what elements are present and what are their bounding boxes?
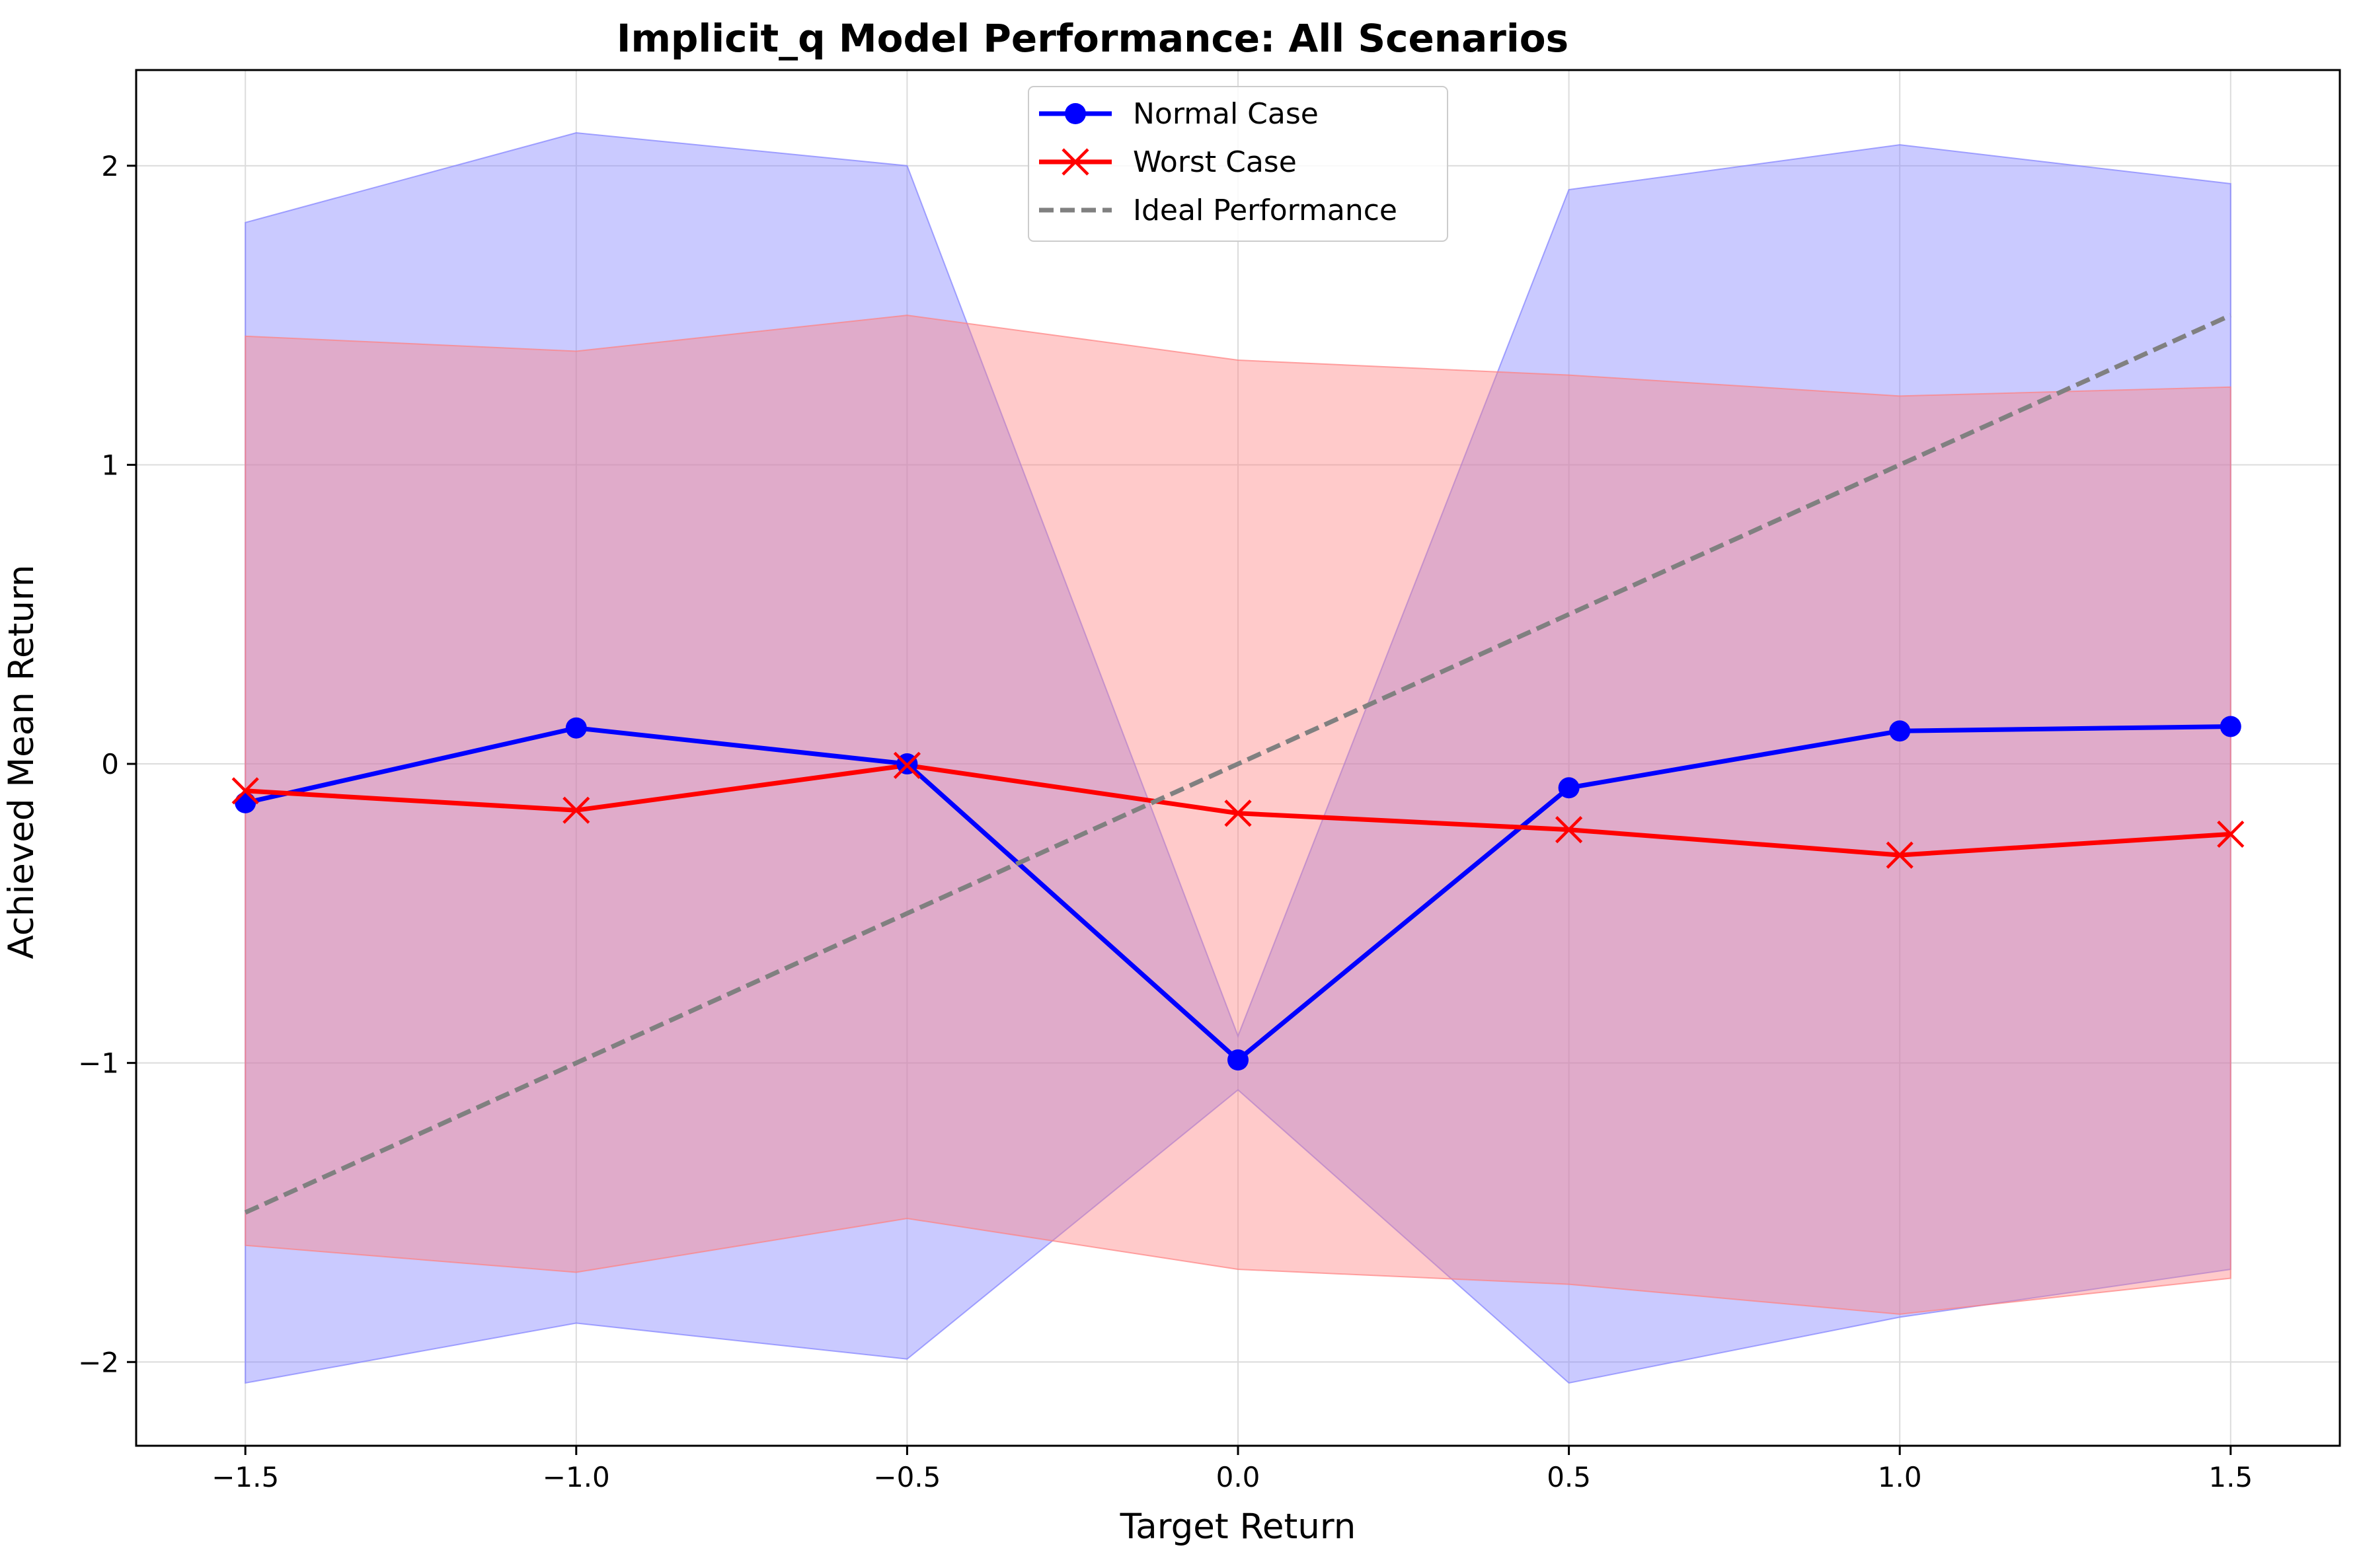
- legend-label: Worst Case: [1133, 145, 1297, 179]
- legend-entry-normal-case: Normal Case: [1039, 97, 1319, 131]
- x-tick-label: −1.5: [212, 1461, 279, 1493]
- x-axis-label: Target Return: [1120, 1507, 1356, 1547]
- x-tick-label: 0.5: [1547, 1461, 1591, 1493]
- chart-title: Implicit_q Model Performance: All Scenar…: [617, 16, 1568, 61]
- y-tick-label: 1: [101, 449, 119, 481]
- legend-entry-ideal-performance: Ideal Performance: [1039, 194, 1397, 227]
- data-point-worst-case: [562, 796, 590, 824]
- legend-label: Normal Case: [1133, 97, 1319, 131]
- y-tick-label: 0: [101, 748, 119, 780]
- y-tick-label: 2: [101, 150, 119, 182]
- data-point-normal-case: [1227, 1049, 1249, 1071]
- data-point-worst-case: [1886, 841, 1914, 869]
- legend: Normal Case Worst Case Ideal Performance: [1028, 86, 1448, 242]
- legend-label: Ideal Performance: [1133, 194, 1397, 227]
- data-point-normal-case: [1558, 777, 1580, 799]
- data-point-worst-case: [1224, 800, 1252, 827]
- data-point-normal-case: [565, 717, 587, 739]
- y-tick-label: −2: [78, 1346, 119, 1378]
- legend-box: [1028, 86, 1448, 242]
- data-point-worst-case: [231, 777, 259, 805]
- x-tick-label: −1.0: [543, 1461, 610, 1493]
- axes: −1.5 −1.0 −0.5 0.0 0.5 1.0 1.5 −2 −1 0 1 2: [78, 69, 2341, 1493]
- y-tick-label: −1: [78, 1047, 119, 1080]
- x-tick-label: 1.0: [1878, 1461, 1922, 1493]
- data-point-worst-case: [1555, 816, 1583, 844]
- data-point-worst-case: [2217, 820, 2245, 848]
- series-markers: [231, 716, 2245, 1071]
- y-axis-label: Achieved Mean Return: [1, 565, 42, 959]
- legend-entry-worst-case: Worst Case: [1039, 145, 1297, 179]
- legend-marker: [1065, 103, 1086, 124]
- x-tick-label: −0.5: [873, 1461, 941, 1493]
- data-point-normal-case: [1889, 720, 1911, 742]
- x-tick-label: 1.5: [2208, 1461, 2253, 1493]
- data-point-normal-case: [235, 792, 256, 813]
- data-point-normal-case: [2220, 716, 2241, 737]
- series-line-ideal-performance: [244, 313, 2232, 1215]
- x-tick-label: 0.0: [1216, 1461, 1260, 1493]
- data-point-worst-case: [893, 751, 921, 779]
